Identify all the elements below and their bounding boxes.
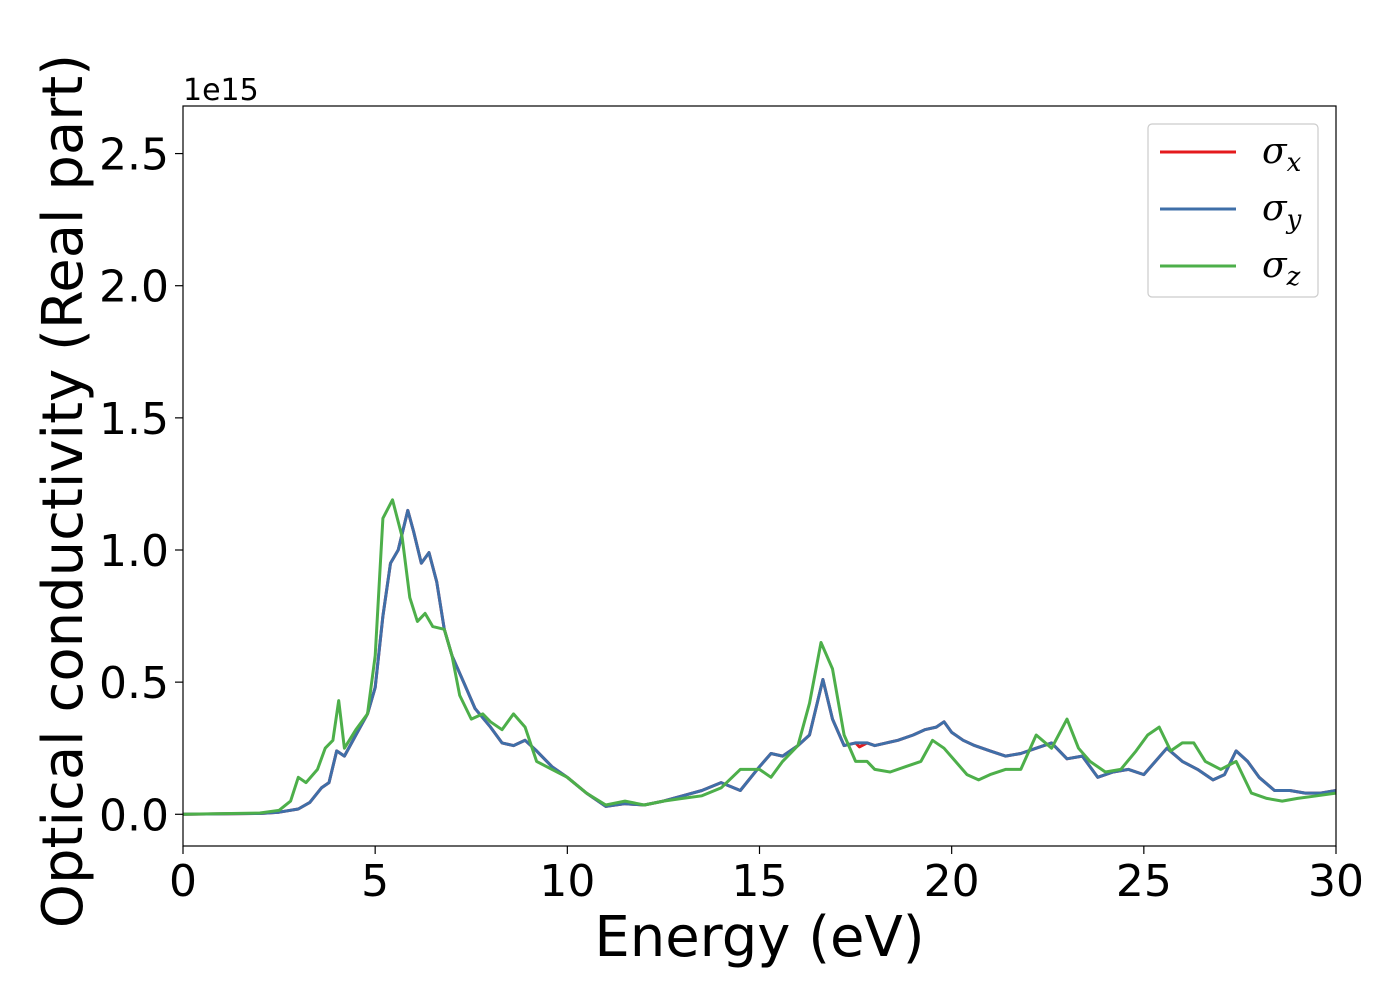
y-tick-label: 1.5 — [99, 394, 169, 445]
x-tick-label: 10 — [539, 856, 595, 907]
series-line-sigma-y — [183, 508, 1336, 816]
y-tick-label: 2.5 — [99, 130, 169, 181]
x-axis-title: Energy (eV) — [594, 905, 924, 970]
y-tick-label: 1.0 — [99, 526, 169, 577]
x-tick-label: 30 — [1308, 856, 1364, 907]
y-axis-title: Optical conductivity (Real part) — [31, 54, 96, 928]
x-tick-label: 20 — [924, 856, 980, 907]
y-tick-label: 0.0 — [99, 790, 169, 841]
y-tick-label: 0.5 — [99, 658, 169, 709]
x-tick-label: 25 — [1116, 856, 1172, 907]
series-line-sigma-z — [183, 498, 1336, 816]
x-tick-label: 0 — [169, 856, 197, 907]
y-axis-ticks: 0.0 0.5 1.0 1.5 2.0 2.5 — [99, 130, 183, 841]
y-tick-label: 2.0 — [99, 262, 169, 313]
series-lines — [183, 498, 1336, 816]
x-tick-label: 15 — [732, 856, 788, 907]
x-axis-ticks: 0 5 10 15 20 25 30 — [169, 846, 1364, 907]
x-tick-label: 5 — [361, 856, 389, 907]
y-offset-label: 1e15 — [183, 73, 259, 108]
